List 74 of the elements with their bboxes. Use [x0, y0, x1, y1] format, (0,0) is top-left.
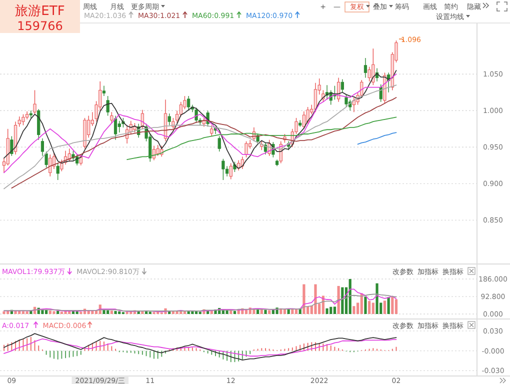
- candlestick: [114, 115, 118, 140]
- candlestick: [18, 116, 21, 128]
- line-series: [126, 116, 397, 160]
- bar: [302, 284, 306, 314]
- candlestick: [29, 110, 32, 118]
- bar: [56, 310, 60, 314]
- chart-title: 旅游ETF: [15, 4, 65, 19]
- line-series: [4, 333, 397, 361]
- bar: [91, 310, 94, 314]
- candlestick: [156, 144, 160, 156]
- bar: [364, 296, 367, 314]
- bar: [330, 306, 332, 314]
- bar: [22, 311, 25, 314]
- bar: [383, 300, 386, 314]
- chart-subtitle: 159766: [17, 19, 63, 33]
- bar: [260, 309, 263, 314]
- bar: [233, 310, 236, 314]
- bar: [348, 279, 352, 314]
- bar: [194, 311, 198, 314]
- candlestick: [118, 120, 121, 133]
- candlestick: [33, 90, 36, 115]
- bar: [52, 311, 56, 314]
- candlestick: [68, 148, 71, 162]
- candlestick: [364, 58, 368, 78]
- bar: [341, 287, 344, 314]
- candlestick: [56, 162, 60, 180]
- candlestick: [244, 140, 248, 158]
- candlestick: [133, 122, 136, 133]
- line-series: [4, 338, 397, 357]
- candlestick: [102, 85, 106, 96]
- bar: [76, 311, 78, 314]
- bar: [141, 311, 144, 314]
- bar: [26, 311, 28, 314]
- candlestick: [152, 145, 156, 161]
- bar: [268, 310, 271, 314]
- bar: [376, 283, 378, 314]
- candlestick: [302, 111, 306, 130]
- bar: [287, 309, 290, 314]
- bar: [114, 310, 117, 314]
- candlestick: [264, 142, 268, 155]
- candlestick: [314, 82, 318, 112]
- candlestick: [240, 156, 244, 170]
- bar: [314, 284, 317, 314]
- candlestick: [22, 114, 25, 126]
- candlestick: [340, 78, 344, 93]
- bar: [352, 306, 356, 314]
- candlestick: [222, 158, 225, 180]
- bar: [391, 296, 394, 314]
- candlestick: [110, 112, 114, 124]
- candlestick: [218, 136, 221, 152]
- bar: [48, 310, 52, 314]
- candlestick: [48, 154, 52, 177]
- bar: [372, 302, 374, 314]
- candlestick: [372, 48, 375, 86]
- candlestick: [106, 96, 110, 116]
- bar: [368, 301, 371, 314]
- line-series: [357, 132, 397, 145]
- candlestick: [168, 113, 171, 126]
- bar: [387, 297, 390, 314]
- line-series: [4, 294, 397, 312]
- bar: [333, 306, 336, 314]
- bar: [264, 310, 267, 314]
- candlestick: [379, 84, 382, 102]
- candlestick: [229, 162, 232, 180]
- candlestick: [210, 124, 214, 137]
- bar: [2, 311, 6, 314]
- bar: [394, 299, 398, 314]
- candlestick: [187, 96, 190, 111]
- bar: [110, 310, 113, 314]
- candlestick: [344, 94, 348, 108]
- candlestick: [10, 136, 14, 156]
- candlestick: [368, 66, 371, 82]
- bar: [326, 308, 328, 314]
- bar: [118, 311, 121, 314]
